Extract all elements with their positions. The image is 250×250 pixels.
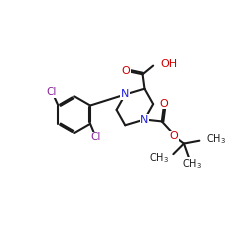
- Text: O: O: [170, 131, 178, 141]
- Text: CH$_3$: CH$_3$: [206, 132, 226, 146]
- Text: N: N: [121, 90, 130, 100]
- Text: O: O: [159, 98, 168, 108]
- Text: Cl: Cl: [46, 87, 57, 97]
- Text: OH: OH: [160, 59, 177, 69]
- Text: Cl: Cl: [91, 132, 101, 142]
- Text: O: O: [121, 66, 130, 76]
- Text: CH$_3$: CH$_3$: [182, 157, 202, 171]
- Text: N: N: [140, 114, 149, 124]
- Text: CH$_3$: CH$_3$: [149, 151, 169, 165]
